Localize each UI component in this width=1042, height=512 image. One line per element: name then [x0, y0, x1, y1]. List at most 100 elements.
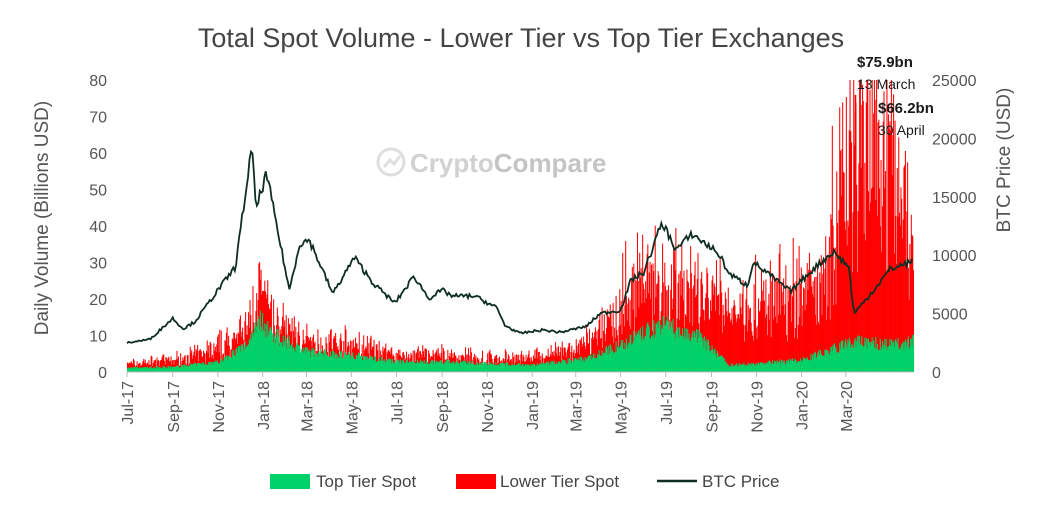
top-tier-bar: [301, 350, 303, 372]
top-tier-bar: [790, 360, 792, 372]
top-tier-bar: [186, 366, 188, 372]
top-tier-bar: [510, 365, 512, 372]
top-tier-bar: [579, 360, 581, 372]
top-tier-bar: [241, 346, 243, 372]
lower-tier-bar: [851, 271, 853, 372]
lower-tier-bar: [893, 94, 895, 373]
top-tier-bar: [389, 358, 391, 372]
lower-tier-bar: [453, 352, 455, 372]
top-tier-bar: [789, 358, 791, 372]
lower-tier-bar: [600, 338, 602, 372]
lower-tier-bar: [376, 344, 378, 372]
top-tier-bar: [428, 363, 430, 372]
top-tier-bar: [683, 340, 685, 372]
top-tier-bar: [803, 356, 805, 372]
top-tier-bar: [240, 344, 242, 372]
lower-tier-bar: [514, 355, 516, 372]
top-tier-bar: [246, 344, 248, 372]
top-tier-bar: [319, 351, 321, 372]
top-tier-bar: [686, 338, 688, 372]
lower-tier-bar: [718, 294, 720, 372]
lower-tier-bar: [772, 319, 774, 372]
top-tier-bar: [594, 357, 596, 372]
top-tier-bar: [546, 363, 548, 372]
lower-tier-bar: [654, 225, 656, 372]
top-tier-bar: [451, 363, 453, 372]
lower-tier-bar: [727, 316, 729, 372]
lower-tier-bar: [908, 299, 910, 372]
top-tier-bar: [695, 337, 697, 372]
top-tier-bar: [893, 341, 895, 372]
lower-tier-bar: [583, 336, 585, 372]
lower-tier-bar: [159, 361, 161, 372]
lower-tier-bar: [443, 351, 445, 372]
lower-tier-bar: [695, 297, 697, 372]
top-tier-bar: [439, 359, 441, 372]
top-tier-bar: [852, 343, 854, 372]
lower-tier-bar: [818, 324, 820, 372]
top-tier-bar: [423, 359, 425, 372]
top-tier-bar: [628, 343, 630, 372]
top-tier-bar: [822, 355, 824, 372]
lower-tier-bar: [777, 314, 779, 372]
top-tier-bar: [228, 356, 230, 372]
top-tier-bar: [219, 358, 222, 372]
top-tier-bar: [800, 358, 802, 372]
x-tick-label: Mar-18: [299, 381, 316, 432]
top-tier-bar: [574, 360, 576, 372]
lower-tier-bar: [688, 287, 690, 372]
lower-tier-bar: [842, 102, 844, 372]
top-tier-bar: [528, 365, 530, 372]
top-tier-bar: [352, 352, 354, 372]
lower-tier-bar: [737, 314, 739, 372]
top-tier-bar: [382, 361, 384, 372]
top-tier-bar: [572, 361, 574, 372]
top-tier-bar: [602, 355, 604, 372]
top-tier-bar: [837, 353, 839, 372]
top-tier-bar: [844, 342, 846, 372]
top-tier-bar: [530, 363, 532, 372]
top-tier-bar: [375, 361, 377, 372]
top-tier-bar: [173, 366, 175, 372]
top-tier-bar: [225, 358, 227, 372]
lower-tier-bar: [755, 327, 757, 372]
top-tier-bar: [160, 368, 162, 372]
top-tier-bar: [577, 359, 579, 372]
top-tier-bar: [305, 352, 307, 372]
lower-tier-bar: [677, 282, 679, 372]
top-tier-bar: [417, 359, 419, 372]
lower-tier-bar: [876, 215, 878, 372]
top-tier-bar: [467, 363, 470, 372]
top-tier-bar: [468, 361, 470, 372]
top-tier-bar: [359, 356, 361, 372]
top-tier-bar: [195, 365, 197, 372]
top-tier-bar: [813, 352, 815, 372]
top-tier-bar: [226, 355, 228, 372]
top-tier-bar: [180, 366, 182, 372]
lower-tier-bar: [870, 202, 872, 372]
top-tier-bar: [490, 363, 492, 372]
lower-tier-bar: [822, 273, 824, 372]
legend-label-top-tier: Top Tier Spot: [316, 472, 416, 491]
top-tier-bar: [352, 356, 354, 372]
top-tier-bar: [506, 362, 508, 372]
top-tier-bar: [883, 344, 885, 372]
lower-tier-bar: [901, 238, 903, 372]
top-tier-bar: [890, 340, 892, 372]
lower-tier-bar: [670, 264, 672, 372]
lower-tier-bar: [707, 298, 709, 372]
lower-tier-bar: [129, 363, 131, 372]
top-tier-bar: [560, 363, 562, 372]
top-tier-bar: [645, 327, 647, 372]
top-tier-bar: [259, 329, 261, 372]
lower-tier-bars: [127, 80, 915, 373]
lower-tier-bar: [518, 354, 520, 372]
lower-tier-bar: [751, 331, 753, 372]
top-tier-bar: [440, 360, 442, 372]
top-tier-bar: [622, 339, 624, 372]
x-tick-label: Jan-19: [525, 381, 542, 430]
top-tier-bar: [217, 360, 219, 372]
lower-tier-bar: [508, 356, 510, 372]
top-tier-bar: [152, 367, 154, 372]
lower-tier-bar: [266, 294, 268, 372]
